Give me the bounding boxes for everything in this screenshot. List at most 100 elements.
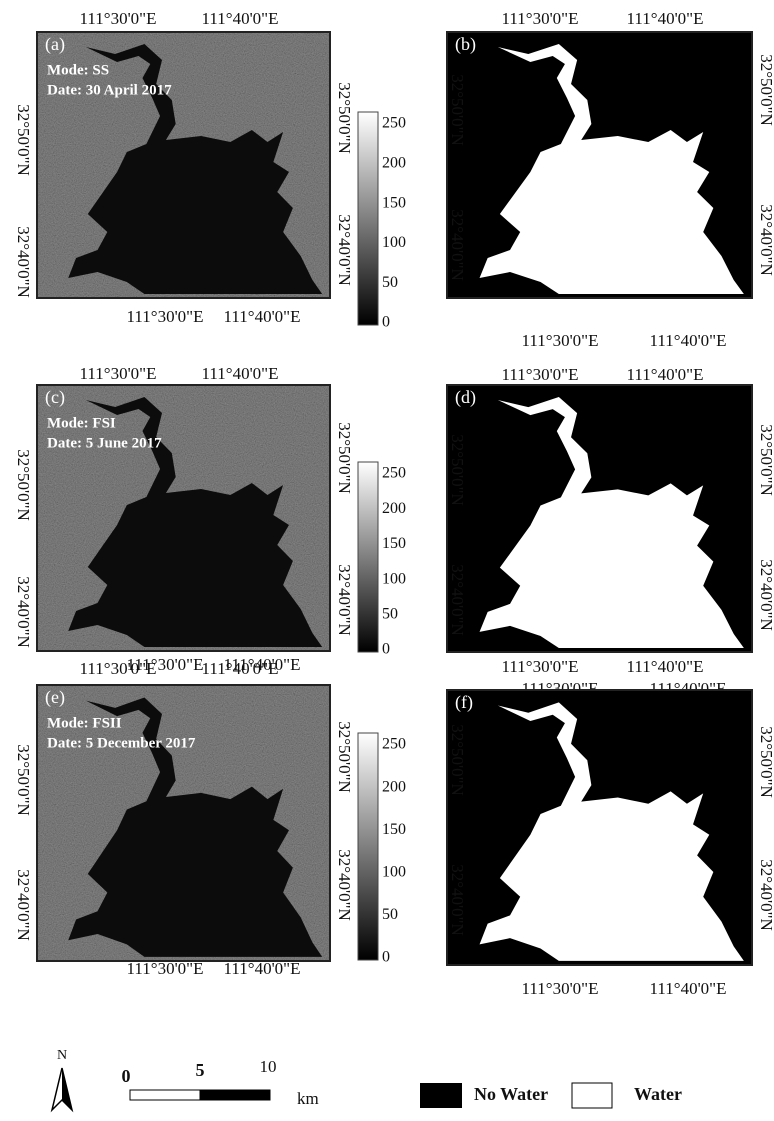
scale-bar-white <box>129 1089 201 1101</box>
colorbar: 0 50 100 150 200 250 <box>357 111 406 331</box>
mode-label: Mode: FSII <box>47 715 122 731</box>
latitude-label: 32°40'0"N <box>14 869 33 941</box>
map-image <box>37 32 330 298</box>
colorbar-ramp <box>357 111 379 326</box>
longitude-label: 111°40'0"E <box>224 959 301 978</box>
longitude-label: 111°30'0"E <box>80 659 157 678</box>
latitude-label: 32°50'0"N <box>448 724 467 796</box>
scale-bar-black <box>199 1089 271 1101</box>
longitude-label: 111°40'0"E <box>202 659 279 678</box>
colorbar-tick-label: 150 <box>382 194 406 211</box>
longitude-label: 111°30'0"E <box>127 655 204 674</box>
longitude-label: 111°30'0"E <box>127 307 204 326</box>
mode-label: Mode: SS <box>47 62 109 78</box>
longitude-label: 111°30'0"E <box>502 365 579 384</box>
north-label: N <box>57 1048 67 1063</box>
latitude-label: 32°50'0"N <box>757 54 774 126</box>
panel-label: (e) <box>45 687 65 708</box>
colorbar-ramp <box>357 461 379 653</box>
colorbar-tick-label: 250 <box>382 465 406 482</box>
map-panel: (d) 111°30'0"E 111°40'0"E 111°30'0"E 111°40'… <box>446 365 774 698</box>
colorbar-tick-label: 0 <box>382 314 390 331</box>
latitude-label: 32°40'0"N <box>14 226 33 298</box>
map-panel: (a) Mode: SS Date: 30 April 2017 111°30'0"E… <box>14 9 354 326</box>
mode-label: Mode: FSI <box>47 415 116 431</box>
latitude-label: 32°40'0"N <box>335 849 354 921</box>
colorbar-tick-label: 150 <box>382 535 406 552</box>
latitude-label: 32°50'0"N <box>14 449 33 521</box>
longitude-label: 111°30'0"E <box>502 9 579 28</box>
latitude-label: 32°50'0"N <box>757 424 774 496</box>
latitude-label: 32°40'0"N <box>335 564 354 636</box>
latitude-label: 32°50'0"N <box>448 74 467 146</box>
latitude-label: 32°50'0"N <box>335 422 354 494</box>
map-frame <box>36 684 331 962</box>
latitude-label: 32°40'0"N <box>448 564 467 636</box>
latitude-label: 32°40'0"N <box>335 214 354 286</box>
panel-label: (c) <box>45 387 65 408</box>
latitude-label: 32°50'0"N <box>14 744 33 816</box>
legend-label: No Water <box>474 1084 548 1104</box>
longitude-label: 111°40'0"E <box>202 9 279 28</box>
longitude-label: 111°40'0"E <box>224 655 301 674</box>
map-panel: (c) Mode: FSI Date: 5 June 2017 111°30'0"E 1… <box>14 364 354 674</box>
colorbar-tick-label: 200 <box>382 778 406 795</box>
colorbar-ramp <box>357 732 379 961</box>
colorbar-tick-label: 50 <box>382 605 398 622</box>
panel-label: (a) <box>45 34 65 55</box>
colorbar: 0 50 100 150 200 250 <box>357 732 406 966</box>
colorbar-tick-label: 0 <box>382 641 390 658</box>
latitude-label: 32°50'0"N <box>757 726 774 798</box>
legend-label: Water <box>634 1084 682 1104</box>
scale-tick-label: 5 <box>196 1060 205 1080</box>
longitude-label: 111°30'0"E <box>80 364 157 383</box>
date-label: Date: 5 June 2017 <box>47 435 162 451</box>
colorbar: 0 50 100 150 200 250 <box>357 461 406 658</box>
map-image <box>37 385 330 651</box>
map-image <box>447 690 752 965</box>
latitude-label: 32°50'0"N <box>448 434 467 506</box>
longitude-label: 111°30'0"E <box>522 979 599 998</box>
colorbar-tick-label: 100 <box>382 234 406 251</box>
latitude-label: 32°50'0"N <box>335 82 354 154</box>
latitude-label: 32°40'0"N <box>448 209 467 281</box>
map-image <box>447 385 752 652</box>
latitude-label: 32°40'0"N <box>757 204 774 276</box>
colorbar-tick-label: 100 <box>382 863 406 880</box>
longitude-label: 111°30'0"E <box>502 657 579 676</box>
map-frame <box>446 689 753 966</box>
longitude-label: 111°40'0"E <box>627 657 704 676</box>
longitude-label: 111°40'0"E <box>650 979 727 998</box>
longitude-label: 111°40'0"E <box>627 9 704 28</box>
legend-swatch-water <box>571 1082 613 1109</box>
panel-label: (d) <box>455 387 476 408</box>
panel-label: (b) <box>455 34 476 55</box>
colorbar-tick-label: 50 <box>382 274 398 291</box>
scale-unit: km <box>297 1089 319 1108</box>
panel-label: (f) <box>455 692 473 713</box>
longitude-label: 111°40'0"E <box>202 364 279 383</box>
map-panel: (f) 111°30'0"E 111°40'0"E 111°30'0"E 111°40'… <box>446 657 774 998</box>
map-frame <box>446 31 753 299</box>
colorbar-tick-label: 250 <box>382 115 406 132</box>
longitude-label: 111°30'0"E <box>80 9 157 28</box>
date-label: Date: 30 April 2017 <box>47 82 172 98</box>
map-image <box>37 685 330 961</box>
colorbar-tick-label: 200 <box>382 500 406 517</box>
longitude-label: 111°40'0"E <box>627 365 704 384</box>
date-label: Date: 5 December 2017 <box>47 735 196 751</box>
latitude-label: 32°40'0"N <box>14 576 33 648</box>
map-image <box>447 32 752 298</box>
scale-tick-label: 10 <box>260 1057 277 1076</box>
latitude-label: 32°50'0"N <box>335 721 354 793</box>
longitude-label: 111°40'0"E <box>650 331 727 350</box>
colorbar-tick-label: 0 <box>382 949 390 966</box>
colorbar-tick-label: 150 <box>382 821 406 838</box>
longitude-label: 111°30'0"E <box>127 959 204 978</box>
latitude-label: 32°50'0"N <box>14 104 33 176</box>
north-arrow-half <box>62 1068 72 1110</box>
longitude-label: 111°30'0"E <box>522 331 599 350</box>
latitude-label: 32°40'0"N <box>448 864 467 936</box>
